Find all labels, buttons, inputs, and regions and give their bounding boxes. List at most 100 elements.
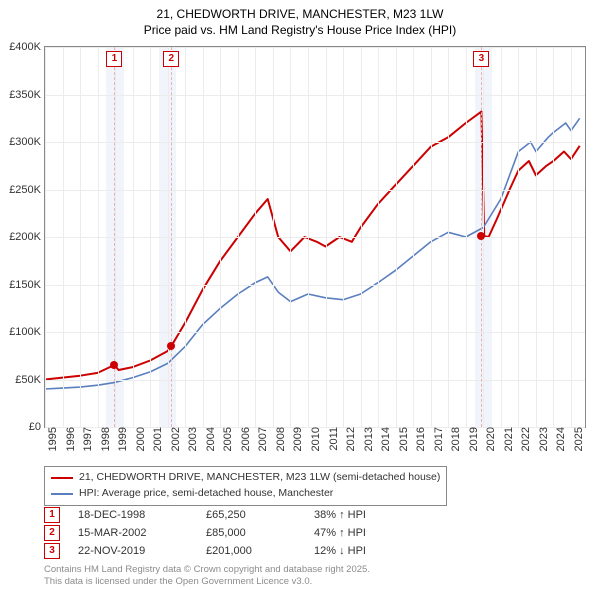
gridline-v [185, 47, 186, 427]
event-number-box: 3 [44, 543, 60, 559]
attribution-line-1: Contains HM Land Registry data © Crown c… [44, 564, 370, 575]
x-axis-tick: 2003 [185, 427, 199, 451]
gridline-v [553, 47, 554, 427]
figure: 21, CHEDWORTH DRIVE, MANCHESTER, M23 1LW… [0, 0, 600, 590]
event-marker-label: 3 [473, 51, 489, 67]
event-row: 2 15-MAR-2002 £85,000 47% ↑ HPI [44, 524, 366, 542]
gridline-v [290, 47, 291, 427]
event-marker-dot [167, 342, 175, 350]
event-pct: 47% ↑ HPI [314, 527, 366, 539]
gridline-v [203, 47, 204, 427]
gridline-v [431, 47, 432, 427]
x-axis-tick: 1999 [115, 427, 129, 451]
gridline-v [518, 47, 519, 427]
legend-item: HPI: Average price, semi-detached house,… [51, 486, 440, 502]
x-axis-tick: 2005 [220, 427, 234, 451]
event-date: 15-MAR-2002 [78, 527, 188, 539]
chart-title: 21, CHEDWORTH DRIVE, MANCHESTER, M23 1LW… [0, 0, 600, 38]
event-date: 18-DEC-1998 [78, 509, 188, 521]
y-axis-tick: £400K [9, 41, 45, 53]
y-axis-tick: £0 [29, 421, 45, 433]
x-axis-tick: 2020 [483, 427, 497, 451]
event-marker-line [114, 47, 115, 427]
x-axis-tick: 1998 [98, 427, 112, 451]
gridline-v [98, 47, 99, 427]
series-hpi [45, 118, 580, 389]
attribution: Contains HM Land Registry data © Crown c… [44, 564, 370, 588]
x-axis-tick: 2024 [553, 427, 567, 451]
gridline-v [308, 47, 309, 427]
x-axis-tick: 2013 [361, 427, 375, 451]
gridline-v [255, 47, 256, 427]
event-price: £65,250 [206, 509, 296, 521]
x-axis-tick: 2008 [273, 427, 287, 451]
gridline-v [343, 47, 344, 427]
gridline-h [45, 380, 585, 381]
gridline-v [396, 47, 397, 427]
gridline-h [45, 237, 585, 238]
gridline-v [150, 47, 151, 427]
legend-swatch [51, 493, 73, 495]
gridline-v [45, 47, 46, 427]
series-price_paid [45, 112, 580, 380]
plot-area: £0£50K£100K£150K£200K£250K£300K£350K£400… [44, 46, 586, 428]
gridline-v [80, 47, 81, 427]
gridline-v [361, 47, 362, 427]
gridline-v [536, 47, 537, 427]
x-axis-tick: 1996 [63, 427, 77, 451]
event-number-box: 2 [44, 525, 60, 541]
y-axis-tick: £200K [9, 231, 45, 243]
gridline-v [466, 47, 467, 427]
x-axis-tick: 2021 [501, 427, 515, 451]
x-axis-tick: 2011 [326, 427, 340, 451]
gridline-h [45, 95, 585, 96]
x-axis-tick: 2022 [518, 427, 532, 451]
gridline-v [63, 47, 64, 427]
event-marker-label: 2 [163, 51, 179, 67]
gridline-v [501, 47, 502, 427]
legend-label: 21, CHEDWORTH DRIVE, MANCHESTER, M23 1LW… [79, 470, 440, 486]
event-pct: 38% ↑ HPI [314, 509, 366, 521]
event-pct: 12% ↓ HPI [314, 545, 366, 557]
gridline-v [238, 47, 239, 427]
x-axis-tick: 2023 [536, 427, 550, 451]
gridline-v [571, 47, 572, 427]
event-marker-line [171, 47, 172, 427]
x-axis-tick: 2009 [290, 427, 304, 451]
x-axis-tick: 2016 [413, 427, 427, 451]
gridline-v [168, 47, 169, 427]
x-axis-tick: 2017 [431, 427, 445, 451]
gridline-h [45, 142, 585, 143]
x-axis-tick: 2002 [168, 427, 182, 451]
x-axis-tick: 1997 [80, 427, 94, 451]
gridline-v [220, 47, 221, 427]
event-price: £85,000 [206, 527, 296, 539]
y-axis-tick: £50K [15, 374, 45, 386]
gridline-h [45, 47, 585, 48]
x-axis-tick: 2014 [378, 427, 392, 451]
x-axis-tick: 2000 [133, 427, 147, 451]
x-axis-tick: 2004 [203, 427, 217, 451]
event-marker-label: 1 [106, 51, 122, 67]
event-row: 1 18-DEC-1998 £65,250 38% ↑ HPI [44, 506, 366, 524]
legend-swatch [51, 477, 73, 479]
event-row: 322-NOV-2019£201,00012% ↓ HPI [44, 542, 366, 560]
title-line-1: 21, CHEDWORTH DRIVE, MANCHESTER, M23 1LW [157, 7, 444, 21]
gridline-h [45, 190, 585, 191]
gridline-v [413, 47, 414, 427]
legend-label: HPI: Average price, semi-detached house,… [79, 486, 333, 502]
event-marker-dot [477, 232, 485, 240]
x-axis-tick: 2025 [571, 427, 585, 451]
y-axis-tick: £250K [9, 184, 45, 196]
gridline-h [45, 332, 585, 333]
x-axis-tick: 2006 [238, 427, 252, 451]
x-axis-tick: 1995 [45, 427, 59, 451]
events-table: 1 18-DEC-1998 £65,250 38% ↑ HPI 2 15-MAR-2002… [44, 506, 366, 560]
gridline-v [326, 47, 327, 427]
x-axis-tick: 2015 [396, 427, 410, 451]
event-number-box: 1 [44, 507, 60, 523]
gridline-v [273, 47, 274, 427]
y-axis-tick: £150K [9, 279, 45, 291]
attribution-line-2: This data is licensed under the Open Gov… [44, 576, 312, 587]
x-axis-tick: 2018 [448, 427, 462, 451]
